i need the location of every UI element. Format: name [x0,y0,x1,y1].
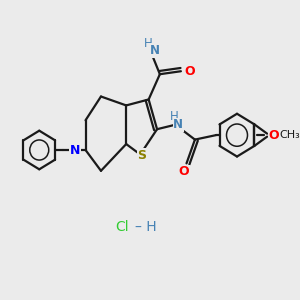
Text: Cl: Cl [115,220,129,234]
Text: – H: – H [135,220,157,234]
Text: H: H [169,110,178,123]
Text: O: O [184,65,195,78]
Text: O: O [269,129,279,142]
Text: N: N [150,44,160,57]
Text: O: O [178,165,189,178]
Text: CH₃: CH₃ [279,130,300,140]
Text: S: S [137,148,146,162]
Text: N: N [173,118,183,131]
Text: N: N [70,143,80,157]
Text: H: H [144,38,152,50]
